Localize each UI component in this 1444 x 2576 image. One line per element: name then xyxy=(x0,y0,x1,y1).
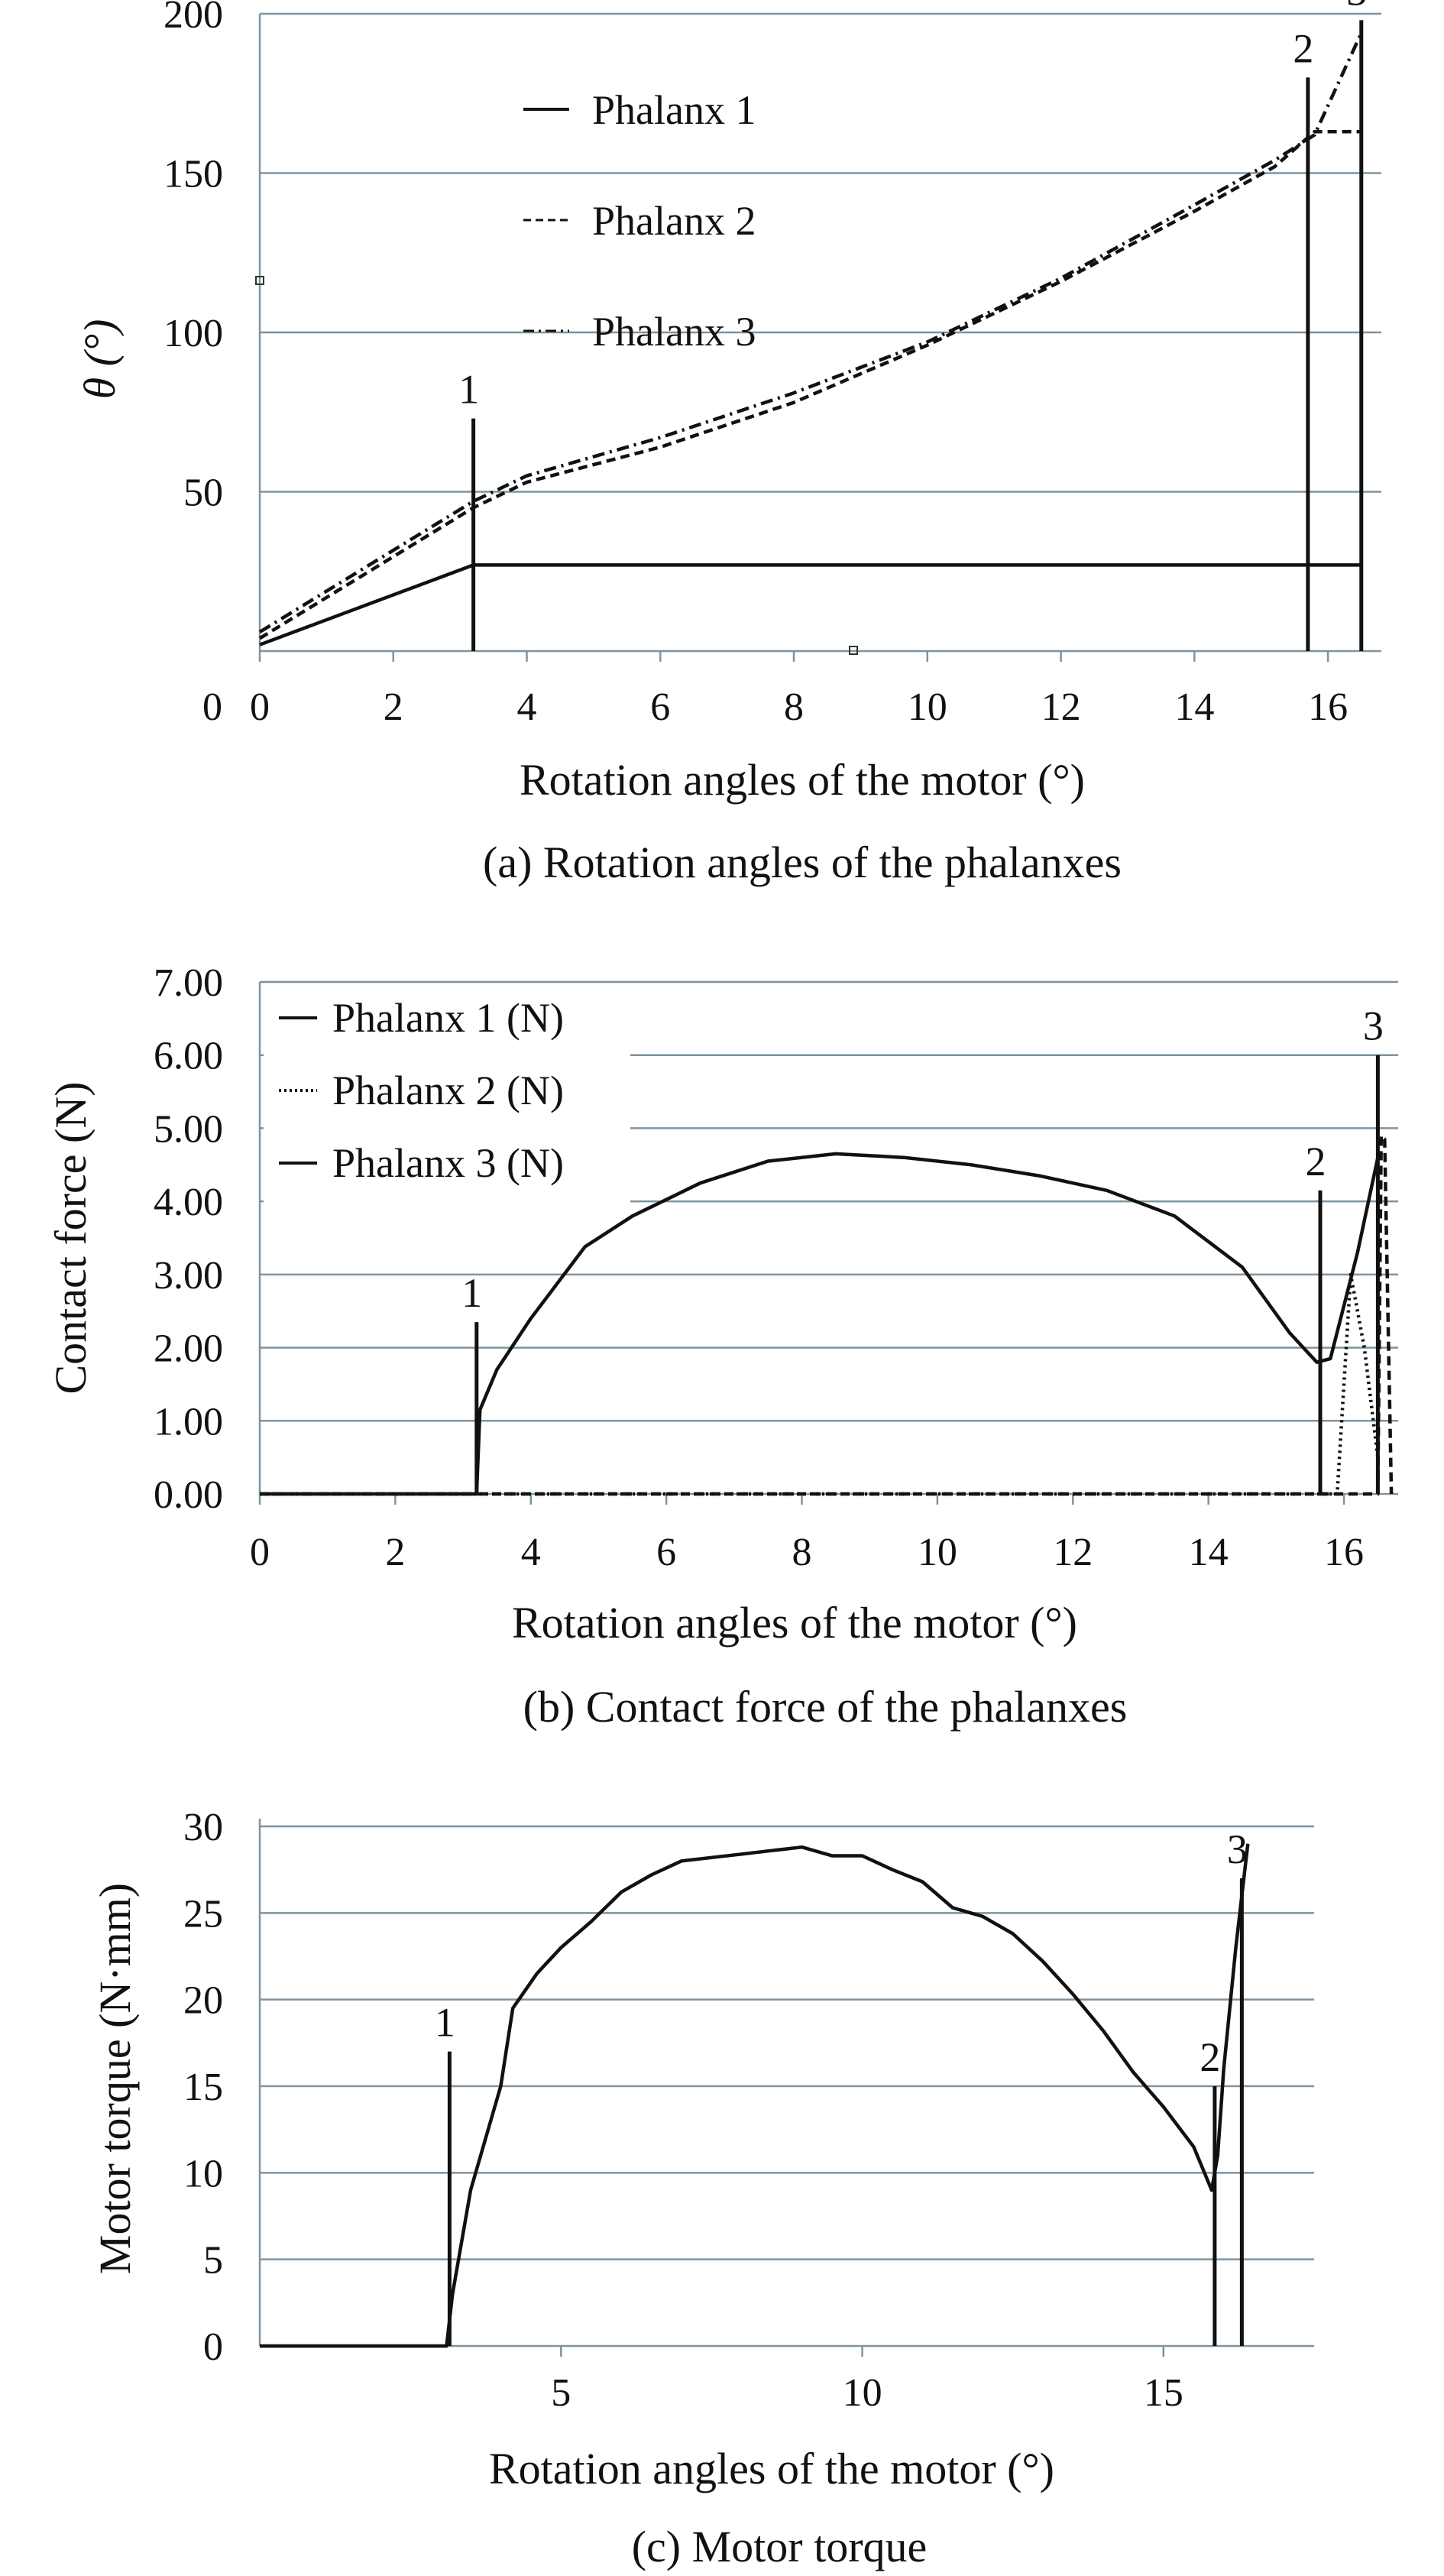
b-x-tick-label: 4 xyxy=(521,1531,541,1574)
a-x-tick-label: 10 xyxy=(908,685,947,729)
c-y-tick-labels: 0 5 10 15 20 25 30 xyxy=(183,1806,223,2369)
b-legend-label-2: Phalanx 2 (N) xyxy=(332,1068,564,1113)
a-legend-label-1: Phalanx 1 xyxy=(592,87,756,133)
c-series-group xyxy=(260,1843,1250,2348)
c-y-axis-label: Motor torque (N·mm) xyxy=(90,1883,140,2274)
c-annotation-label-1: 1 xyxy=(435,2000,455,2046)
c-gridlines xyxy=(260,1825,1314,2260)
c-y-tick-label: 25 xyxy=(183,1892,223,1936)
panel-c-motor-torque: 0 5 10 15 20 25 30 5 10 15 1 2 3 Motor torque (N·m… xyxy=(90,1806,1314,2571)
b-caption: (b) Contact force of the phalanxes xyxy=(523,1682,1128,1732)
a-y-axis-label: θ (°) xyxy=(75,319,125,400)
a-x-axis-label: Rotation angles of the motor (°) xyxy=(520,755,1085,805)
a-gridlines xyxy=(260,12,1381,493)
b-legend-label-3: Phalanx 3 (N) xyxy=(332,1140,564,1186)
b-series-group xyxy=(260,1133,1394,1496)
a-series-line-3 xyxy=(258,32,1363,633)
a-x-tick-label: 12 xyxy=(1041,685,1081,729)
b-y-tick-label: 7.00 xyxy=(154,961,223,1005)
b-y-tick-label: 2.00 xyxy=(154,1327,223,1371)
a-y-tick-labels: 50 100 150 200 xyxy=(164,0,223,515)
b-y-tick-label: 4.00 xyxy=(154,1181,223,1224)
a-y-tick-label: 100 xyxy=(164,312,223,355)
a-legend: Phalanx 1 Phalanx 2 Phalanx 3 xyxy=(523,87,756,355)
a-x-tick-label: 0 xyxy=(250,685,270,729)
a-y-tick-label: 150 xyxy=(164,153,223,196)
b-y-tick-label: 5.00 xyxy=(154,1107,223,1151)
c-y-tick-label: 15 xyxy=(183,2066,223,2109)
b-x-tick-label: 12 xyxy=(1053,1531,1093,1574)
a-annotation-label-1: 1 xyxy=(458,367,479,413)
a-origin-label: 0 xyxy=(202,685,222,729)
b-x-tick-label: 8 xyxy=(792,1531,812,1574)
a-annotation-label-3: 3 xyxy=(1346,0,1367,14)
b-x-axis-label: Rotation angles of the motor (°) xyxy=(512,1598,1077,1648)
a-x-tick-label: 16 xyxy=(1308,685,1348,729)
c-y-tick-label: 5 xyxy=(203,2239,223,2283)
a-marker-square xyxy=(849,646,858,655)
c-annotation-group: 1 2 3 xyxy=(435,1826,1248,2346)
a-x-tick-label: 14 xyxy=(1174,685,1214,729)
a-legend-label-3: Phalanx 3 xyxy=(592,309,756,355)
c-x-axis-label: Rotation angles of the motor (°) xyxy=(489,2444,1054,2493)
a-legend-label-2: Phalanx 2 xyxy=(592,198,756,244)
a-x-tick-label: 4 xyxy=(517,685,537,729)
c-y-tick-label: 20 xyxy=(183,1979,223,2023)
c-x-tick-labels: 5 10 15 xyxy=(551,2346,1183,2415)
c-caption: (c) Motor torque xyxy=(632,2522,928,2571)
b-y-tick-labels: 0.00 1.00 2.00 3.00 4.00 5.00 6.00 7.00 xyxy=(154,961,223,1517)
b-x-tick-label: 14 xyxy=(1189,1531,1229,1574)
b-x-tick-labels: 0 2 4 6 8 10 12 14 16 xyxy=(250,1494,1364,1574)
b-series-line-3 xyxy=(260,1133,1394,1496)
a-marker-square xyxy=(255,276,264,285)
b-series-line-2 xyxy=(260,1272,1380,1496)
a-caption: (a) Rotation angles of the phalanxes xyxy=(483,838,1122,887)
b-x-tick-label: 0 xyxy=(250,1531,270,1574)
b-y-tick-label: 1.00 xyxy=(154,1400,223,1444)
b-y-axis-label: Contact force (N) xyxy=(46,1081,96,1394)
a-y-tick-label: 200 xyxy=(164,0,223,37)
b-y-tick-label: 0.00 xyxy=(154,1473,223,1517)
c-y-tick-label: 30 xyxy=(183,1806,223,1849)
a-series-line-2 xyxy=(258,130,1361,640)
c-x-tick-label: 10 xyxy=(843,2371,882,2415)
a-x-tick-label: 8 xyxy=(784,685,804,729)
a-annotation-label-2: 2 xyxy=(1293,25,1313,71)
b-annotation-label-3: 3 xyxy=(1363,1003,1384,1049)
b-annotation-label-2: 2 xyxy=(1306,1139,1326,1184)
b-x-tick-label: 16 xyxy=(1324,1531,1364,1574)
c-annotation-label-3: 3 xyxy=(1227,1826,1248,1872)
c-series-line-1 xyxy=(260,1843,1250,2348)
b-legend: Phalanx 1 (N) Phalanx 2 (N) Phalanx 3 (N… xyxy=(264,986,630,1204)
c-x-tick-label: 5 xyxy=(551,2371,571,2415)
a-series-group xyxy=(258,32,1363,646)
a-series-line-1 xyxy=(259,563,1361,646)
b-annotation-group: 1 2 3 xyxy=(461,1003,1384,1494)
panel-b-contact-force: 0.001.002.003.004.005.006.007.00 0 2 4 6 8 10… xyxy=(46,961,1398,1732)
b-legend-label-1: Phalanx 1 (N) xyxy=(332,995,564,1041)
c-x-tick-label: 15 xyxy=(1144,2371,1183,2415)
c-y-tick-label: 0 xyxy=(203,2325,223,2369)
a-x-tick-label: 6 xyxy=(650,685,670,729)
b-y-tick-label: 6.00 xyxy=(154,1035,223,1078)
c-y-tick-label: 10 xyxy=(183,2152,223,2195)
b-x-tick-label: 2 xyxy=(385,1531,405,1574)
b-annotation-label-1: 1 xyxy=(461,1270,482,1316)
b-x-tick-label: 10 xyxy=(918,1531,957,1574)
b-x-tick-label: 6 xyxy=(656,1531,676,1574)
a-y-tick-label: 50 xyxy=(183,471,223,515)
b-y-tick-label: 3.00 xyxy=(154,1254,223,1298)
c-annotation-label-2: 2 xyxy=(1200,2034,1220,2080)
b-series-line-1 xyxy=(260,1152,1380,1496)
a-x-tick-labels: 0 2 4 6 8 10 12 14 16 xyxy=(250,651,1348,729)
a-annotation-group: 1 2 3 xyxy=(458,0,1367,651)
b-legend-background xyxy=(264,986,630,1204)
a-x-tick-label: 2 xyxy=(384,685,403,729)
